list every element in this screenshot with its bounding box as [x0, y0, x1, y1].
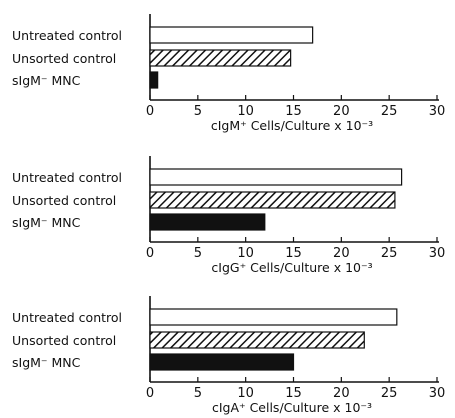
bar-2 [149, 331, 365, 349]
x-tick-label: 0 [146, 246, 154, 261]
category-label: Unsorted control [12, 193, 116, 208]
bar-1 [149, 26, 314, 44]
x-tick-label: 30 [429, 104, 446, 119]
x-tick-label: 5 [194, 246, 202, 261]
x-tick-label: 5 [194, 386, 202, 401]
bar-1 [149, 308, 398, 326]
bar-3 [149, 71, 159, 89]
x-tick-label: 10 [237, 386, 254, 401]
x-tick-label: 30 [429, 386, 446, 401]
chart-panel-2: Untreated control Unsorted control sIgM⁻ M… [12, 156, 445, 275]
x-tick-label: 0 [146, 386, 154, 401]
x-tick-label: 5 [194, 104, 202, 119]
x-tick-label: 15 [285, 246, 302, 261]
x-tick-label: 20 [333, 386, 350, 401]
bar-3 [149, 213, 266, 231]
category-label: Unsorted control [12, 333, 116, 348]
chart-panel-1: Untreated control Unsorted control sIgM⁻ M… [12, 14, 445, 133]
bar-1 [149, 168, 403, 186]
category-label: Untreated control [12, 170, 122, 185]
bar-2 [149, 191, 396, 209]
bar-2 [149, 49, 292, 67]
category-label: Unsorted control [12, 51, 116, 66]
category-label: sIgM⁻ MNC [12, 355, 81, 370]
x-tick-label: 10 [237, 104, 254, 119]
category-label: Untreated control [12, 28, 122, 43]
x-tick-label: 25 [381, 386, 398, 401]
x-tick-label: 15 [285, 386, 302, 401]
x-tick-label: 25 [381, 246, 398, 261]
x-tick-label: 15 [285, 104, 302, 119]
x-tick-label: 20 [333, 104, 350, 119]
x-tick-label: 10 [237, 246, 254, 261]
x-tick-label: 30 [429, 246, 446, 261]
category-label: Untreated control [12, 310, 122, 325]
x-tick-label: 20 [333, 246, 350, 261]
x-axis-label: cIgA⁺ Cells/Culture x 10⁻³ [212, 400, 372, 415]
x-tick-label: 25 [381, 104, 398, 119]
x-axis-label: cIgG⁺ Cells/Culture x 10⁻³ [211, 260, 372, 275]
x-axis-label: cIgM⁺ Cells/Culture x 10⁻³ [211, 118, 373, 133]
category-label: sIgM⁻ MNC [12, 215, 81, 230]
x-tick-label: 0 [146, 104, 154, 119]
category-label: sIgM⁻ MNC [12, 73, 81, 88]
bar-3 [149, 353, 295, 371]
chart-panel-3: Untreated control Unsorted control sIgM⁻ M… [12, 296, 445, 415]
